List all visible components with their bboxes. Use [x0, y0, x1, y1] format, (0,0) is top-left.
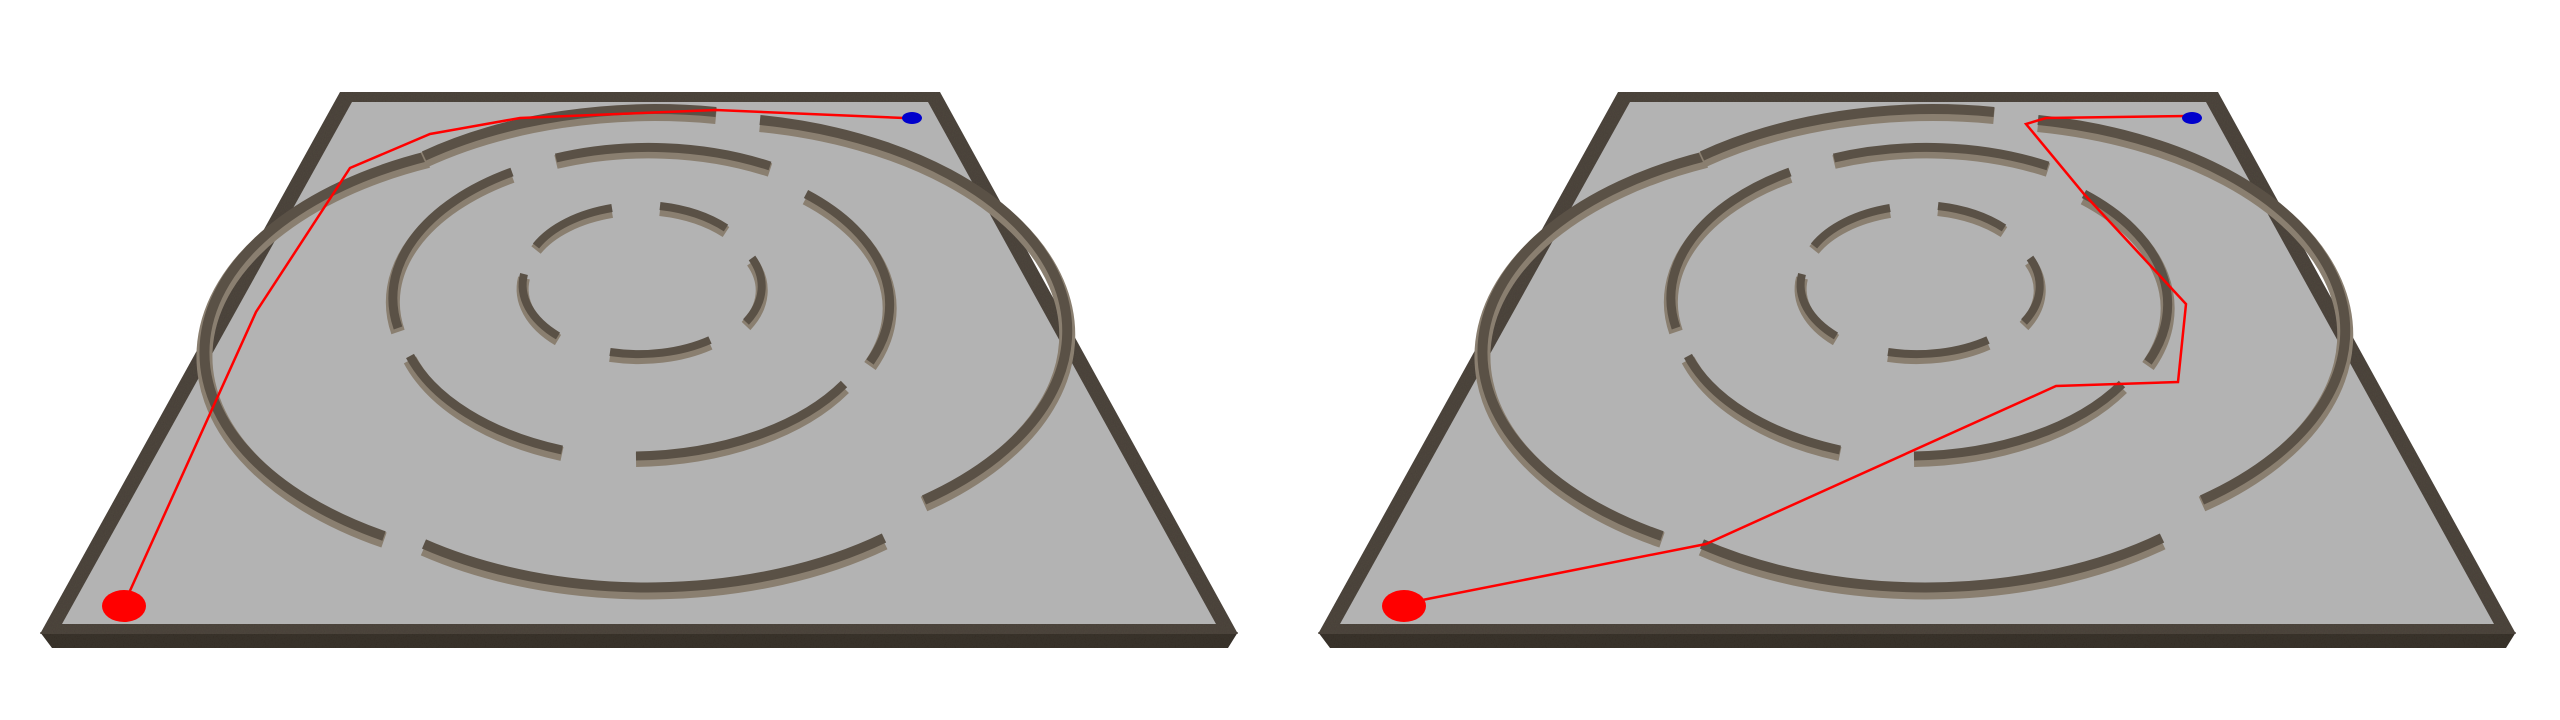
platform-base-edge — [1318, 632, 2516, 648]
outer-ring-walls — [196, 104, 1076, 600]
solution-path — [1401, 114, 2189, 606]
inner-ring-walls — [516, 202, 768, 365]
start-marker — [102, 590, 146, 622]
outer-ring-walls — [1474, 104, 2354, 600]
start-marker — [1382, 590, 1426, 622]
platform-base-edge — [40, 632, 1238, 648]
middle-ring-walls — [1663, 142, 2175, 467]
left-maze-panel — [40, 92, 1238, 648]
middle-ring-walls — [385, 142, 897, 467]
inner-ring-walls — [1794, 202, 2046, 365]
solution-path — [122, 108, 905, 605]
right-maze-panel — [1318, 92, 2516, 648]
goal-marker — [902, 112, 922, 124]
goal-marker — [2182, 112, 2202, 124]
